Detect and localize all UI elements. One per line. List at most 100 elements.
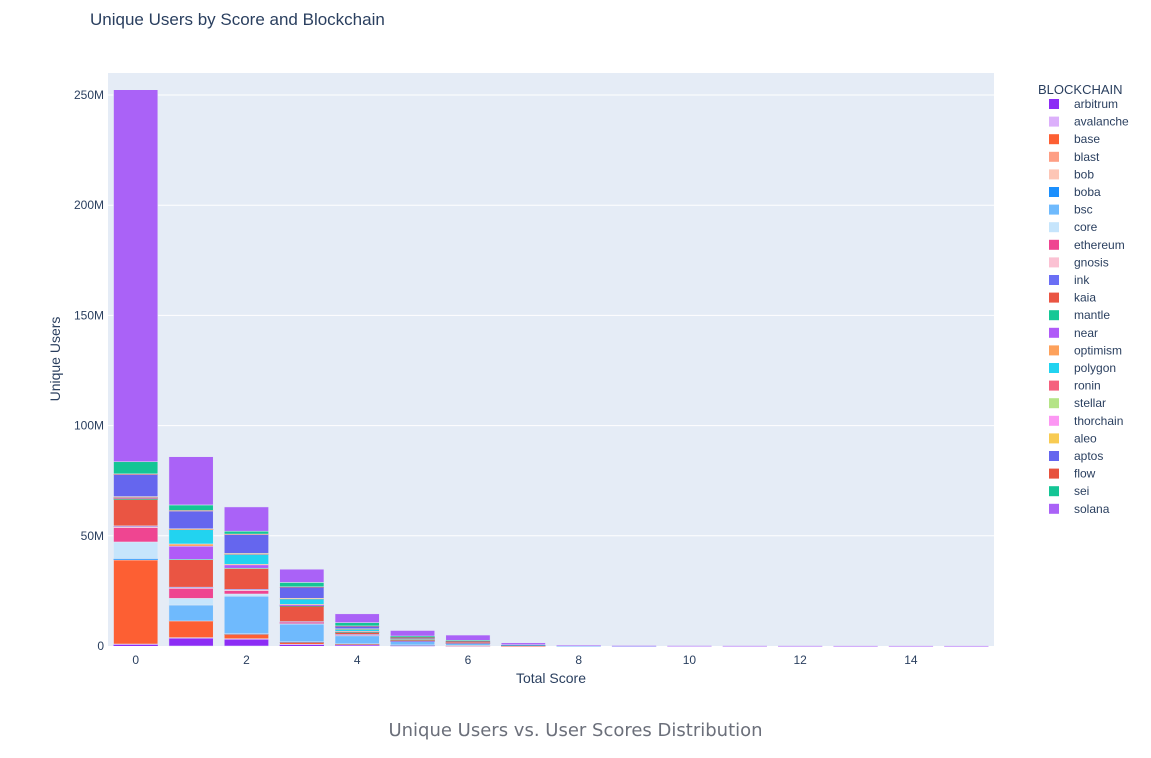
bar-segment-gnosis[interactable] [113, 526, 158, 528]
legend-item-avalanche[interactable]: avalanche [1049, 115, 1129, 129]
bar-stack[interactable] [390, 630, 435, 647]
bar-segment-flow[interactable] [224, 534, 269, 535]
bar-segment-ink[interactable] [335, 634, 380, 636]
legend-item-blast[interactable]: blast [1049, 150, 1100, 164]
bar-segment-aleo[interactable] [168, 528, 214, 530]
bar-segment-avalanche[interactable] [390, 645, 435, 647]
bar-segment-near[interactable] [168, 545, 214, 560]
bar-segment-sei[interactable] [168, 504, 214, 511]
bar-stack[interactable] [611, 645, 657, 647]
bar-segment-mantle[interactable] [224, 568, 269, 569]
bar-segment-sei[interactable] [390, 636, 435, 638]
bar-segment-core[interactable] [113, 541, 159, 559]
bar-segment-base[interactable] [168, 620, 214, 638]
bar-segment-boba[interactable] [224, 633, 269, 635]
bar-segment-avalanche[interactable] [335, 644, 380, 646]
bar-segment-boba[interactable] [168, 620, 214, 622]
bar-segment-solana[interactable] [390, 630, 435, 637]
bar-segment-aleo[interactable] [390, 638, 435, 640]
bar-stack[interactable] [224, 506, 269, 647]
bar-segment-optimism[interactable] [445, 642, 491, 644]
bar-segment-ethereum[interactable] [279, 622, 324, 624]
bar-stack[interactable] [500, 642, 546, 647]
bar-segment-aleo[interactable] [224, 553, 269, 555]
legend-item-mantle[interactable]: mantle [1049, 308, 1110, 322]
bar-stack[interactable] [168, 456, 214, 647]
bar-segment-base[interactable] [224, 634, 269, 639]
bar-segment-gnosis[interactable] [279, 621, 324, 623]
bar-segment-mantle[interactable] [279, 605, 324, 607]
legend-item-near[interactable]: near [1049, 326, 1098, 340]
bar-segment-aleo[interactable] [113, 496, 158, 498]
bar-segment-avalanche[interactable] [224, 638, 269, 640]
bar-stack[interactable] [888, 645, 934, 647]
bar-segment-ink[interactable] [445, 643, 491, 644]
bar-stack[interactable] [667, 645, 712, 647]
bar-segment-aptos[interactable] [168, 510, 214, 530]
legend[interactable]: arbitrum avalanche base blast bob boba bsc core… [1049, 97, 1129, 516]
legend-item-boba[interactable]: boba [1049, 185, 1101, 199]
bar-segment-mantle[interactable] [335, 632, 380, 633]
bar-segment-bsc[interactable] [113, 558, 158, 560]
bar-stack[interactable] [944, 645, 989, 647]
bar-segment-ethereum[interactable] [168, 588, 214, 599]
legend-item-bob[interactable]: bob [1049, 167, 1094, 181]
bar-segment-arbitrum[interactable] [113, 644, 158, 646]
bar-segment-optimism[interactable] [390, 639, 435, 641]
bar-segment-bsc[interactable] [279, 623, 325, 643]
bar-segment-ink[interactable] [390, 641, 435, 642]
bar-segment-near[interactable] [113, 498, 158, 500]
bar-segment-ronin[interactable] [445, 641, 491, 643]
bar-segment-solana[interactable] [888, 645, 934, 647]
bar-segment-mantle[interactable] [113, 499, 158, 500]
bar-segment-boba[interactable] [113, 559, 158, 560]
bar-segment-boba[interactable] [390, 644, 435, 646]
bar-stack[interactable] [445, 634, 491, 647]
bar-segment-solana[interactable] [611, 645, 657, 647]
bar-segment-solana[interactable] [334, 613, 380, 623]
bar-segment-solana[interactable] [168, 456, 214, 506]
bar-segment-core[interactable] [224, 593, 269, 597]
bar-segment-ink[interactable] [279, 621, 324, 623]
bar-segment-ethereum[interactable] [113, 527, 159, 543]
bar-segment-aptos[interactable] [113, 474, 159, 497]
bar-segment-boba[interactable] [335, 643, 380, 645]
legend-item-arbitrum[interactable]: arbitrum [1049, 97, 1118, 111]
bar-segment-aptos[interactable] [224, 534, 269, 554]
bar-segment-kaia[interactable] [224, 568, 269, 590]
legend-item-ethereum[interactable]: ethereum [1049, 238, 1125, 252]
bar-segment-near[interactable] [279, 604, 324, 606]
bar-segment-arbitrum[interactable] [224, 639, 269, 647]
bar-segment-solana[interactable] [113, 89, 159, 463]
bar-segment-arbitrum[interactable] [168, 638, 214, 647]
bar-segment-polygon[interactable] [279, 598, 325, 605]
legend-item-optimism[interactable]: optimism [1049, 343, 1122, 357]
legend-item-sei[interactable]: sei [1049, 484, 1089, 498]
legend-item-kaia[interactable]: kaia [1049, 291, 1096, 305]
bar-segment-optimism[interactable] [113, 497, 158, 499]
bar-segment-bsc[interactable] [224, 595, 269, 634]
bar-segment-base[interactable] [335, 643, 380, 645]
bar-segment-core[interactable] [335, 635, 380, 637]
bar-segment-aptos[interactable] [334, 625, 380, 630]
legend-item-aleo[interactable]: aleo [1049, 431, 1097, 445]
legend-item-bsc[interactable]: bsc [1049, 203, 1093, 217]
bar-segment-sei[interactable] [334, 622, 380, 627]
bar-segment-boba[interactable] [279, 641, 324, 643]
bar-segment-ink[interactable] [113, 525, 158, 527]
bar-segment-kaia[interactable] [168, 559, 214, 588]
bar-stack[interactable] [113, 89, 159, 646]
bar-segment-flow[interactable] [445, 641, 491, 642]
bar-segment-bsc[interactable] [334, 635, 380, 644]
bar-segment-bsc[interactable] [168, 604, 214, 621]
legend-item-stellar[interactable]: stellar [1049, 396, 1106, 410]
bar-segment-flow[interactable] [390, 637, 435, 638]
bar-segment-aptos[interactable] [390, 637, 435, 639]
bar-segment-avalanche[interactable] [168, 637, 214, 639]
bar-segment-aleo[interactable] [279, 598, 324, 599]
legend-item-thorchain[interactable]: thorchain [1049, 414, 1123, 428]
bar-segment-avalanche[interactable] [113, 644, 158, 645]
bar-segment-mantle[interactable] [168, 559, 214, 560]
bar-segment-solana[interactable] [722, 645, 767, 647]
bar-segment-sei[interactable] [279, 582, 325, 588]
